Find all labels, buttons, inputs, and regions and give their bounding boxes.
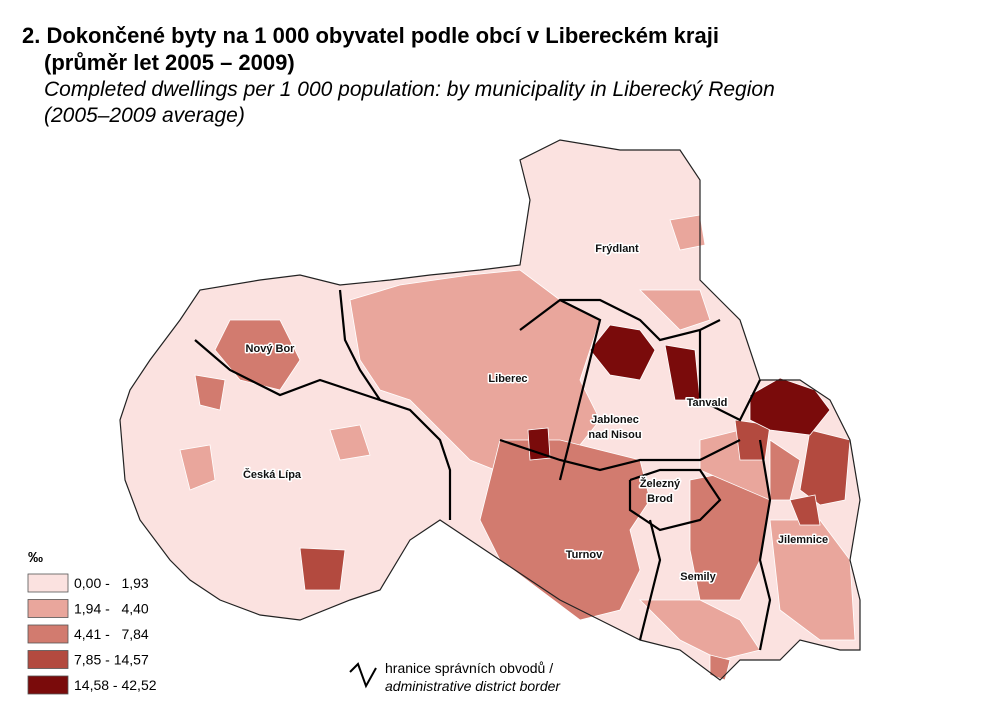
municipality	[194, 374, 226, 411]
legend-swatch	[27, 599, 69, 618]
place-label: Turnov	[566, 549, 603, 561]
district-border	[758, 439, 772, 651]
place-label: nad Nisou	[588, 429, 641, 441]
legend-swatch	[27, 650, 69, 669]
title-en-1: Completed dwellings per 1 000 population…	[44, 78, 775, 101]
place-label: Tanvald	[687, 397, 728, 409]
district-border	[338, 289, 381, 401]
legend-unit: ‰	[28, 549, 43, 566]
border-legend-text: hranice správních obvodů /	[385, 660, 553, 676]
map	[119, 139, 861, 681]
legend-swatch	[27, 675, 69, 695]
place-label: Brod	[647, 493, 673, 505]
municipality	[179, 444, 216, 491]
place-label: Nový Bor	[246, 343, 296, 355]
municipality	[299, 547, 346, 591]
district-border	[558, 299, 602, 481]
region-outline	[119, 139, 861, 681]
legend-swatch	[27, 624, 69, 644]
title-cz-2: (průměr let 2005 – 2009)	[44, 50, 295, 75]
municipality	[479, 439, 651, 621]
municipality	[639, 289, 711, 331]
district-border	[628, 468, 722, 532]
place-labels: Frýdlant Nový Bor Liberec Jablonec nad Nisou…	[241, 242, 829, 585]
place-label: Česká Lípa	[243, 468, 302, 481]
legend-label: 7,85 - 14,57	[74, 652, 149, 668]
place-label: Semily	[680, 571, 716, 583]
municipality	[709, 654, 731, 681]
district-border	[698, 330, 761, 422]
title-en-2: (2005–2009 average)	[44, 104, 245, 127]
municipality	[669, 214, 706, 251]
place-label: Jilemnice	[778, 534, 828, 546]
district-border	[499, 438, 741, 472]
legend-label: 14,58 - 42,52	[74, 677, 157, 693]
district-border	[194, 339, 452, 520]
district-border	[638, 519, 662, 641]
legend-swatch	[27, 573, 69, 593]
municipality	[789, 494, 821, 526]
title-cz-1: 2. Dokončené byty na 1 000 obyvatel podl…	[22, 23, 719, 48]
legend: 0,00 - 1,93 1,94 - 4,40 4,41 - 7,84 7,85 - …	[27, 573, 157, 695]
place-label: Liberec	[488, 373, 527, 385]
legend-label: 4,41 - 7,84	[74, 626, 149, 642]
legend-label: 0,00 - 1,93	[74, 575, 149, 591]
place-label: Jablonec	[591, 414, 639, 426]
place-label: Frýdlant	[595, 243, 639, 255]
municipality	[769, 519, 856, 641]
municipality	[329, 424, 371, 461]
border-legend-text: administrative district border	[385, 678, 561, 694]
place-label: Železný	[640, 477, 681, 490]
legend-label: 1,94 - 4,40	[74, 601, 149, 617]
border-legend-symbol	[349, 662, 377, 689]
municipality	[589, 324, 656, 381]
municipality	[799, 429, 851, 506]
